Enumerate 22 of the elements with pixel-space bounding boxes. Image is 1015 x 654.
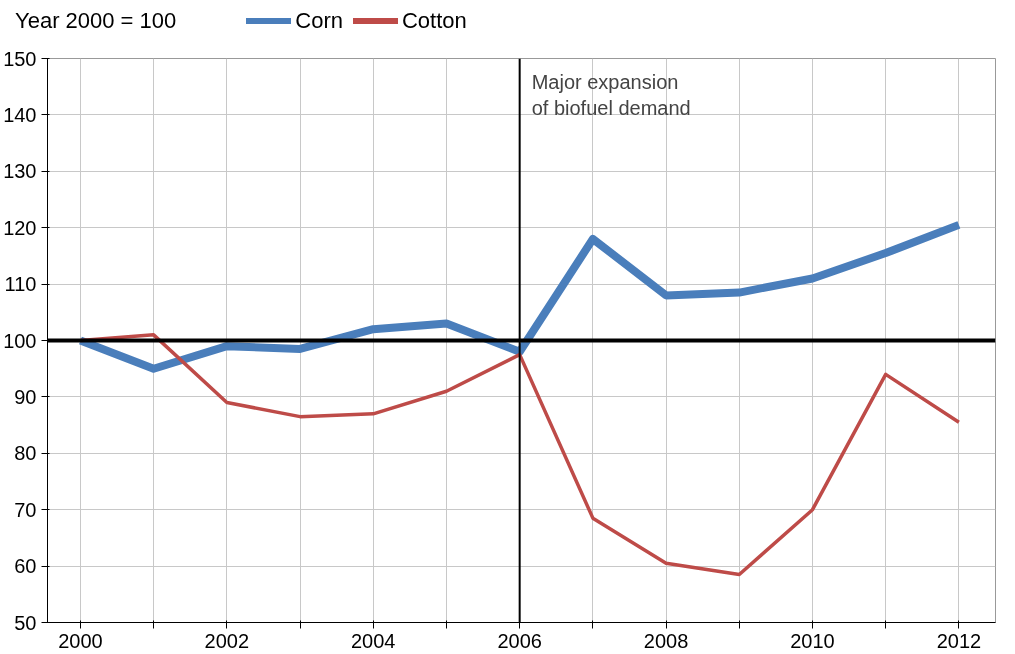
y-tick-label: 140: [3, 103, 37, 126]
text: Year 2000 = 100: [15, 7, 177, 35]
y-tick-label: 120: [3, 216, 37, 239]
x-tick-label: 2004: [351, 629, 396, 652]
y-tick-label: 80: [14, 442, 37, 465]
ref-line-label: Major expansion of biofuel demand: [531, 70, 691, 119]
y-tick-label: 110: [4, 273, 37, 296]
y-tick-label: 150: [3, 47, 37, 70]
x-tick-label: 2010: [790, 629, 835, 652]
x-tick-label: 2012: [936, 629, 982, 652]
y-tick-label: 90: [14, 385, 37, 408]
legend-label: Corn: [294, 7, 343, 35]
y-tick-label: 100: [3, 329, 37, 352]
y-tick-label: 60: [14, 555, 37, 578]
x-tick-label: 2002: [204, 629, 250, 652]
y-tick-label: 130: [3, 160, 37, 183]
y-tick-label: 70: [14, 498, 37, 521]
x-tick-label: 2008: [643, 629, 689, 652]
legend-label: Cotton: [401, 7, 467, 35]
y-tick-label: 50: [14, 611, 37, 634]
x-tick-label: 2006: [497, 629, 542, 652]
x-tick-label: 2000: [58, 629, 103, 652]
